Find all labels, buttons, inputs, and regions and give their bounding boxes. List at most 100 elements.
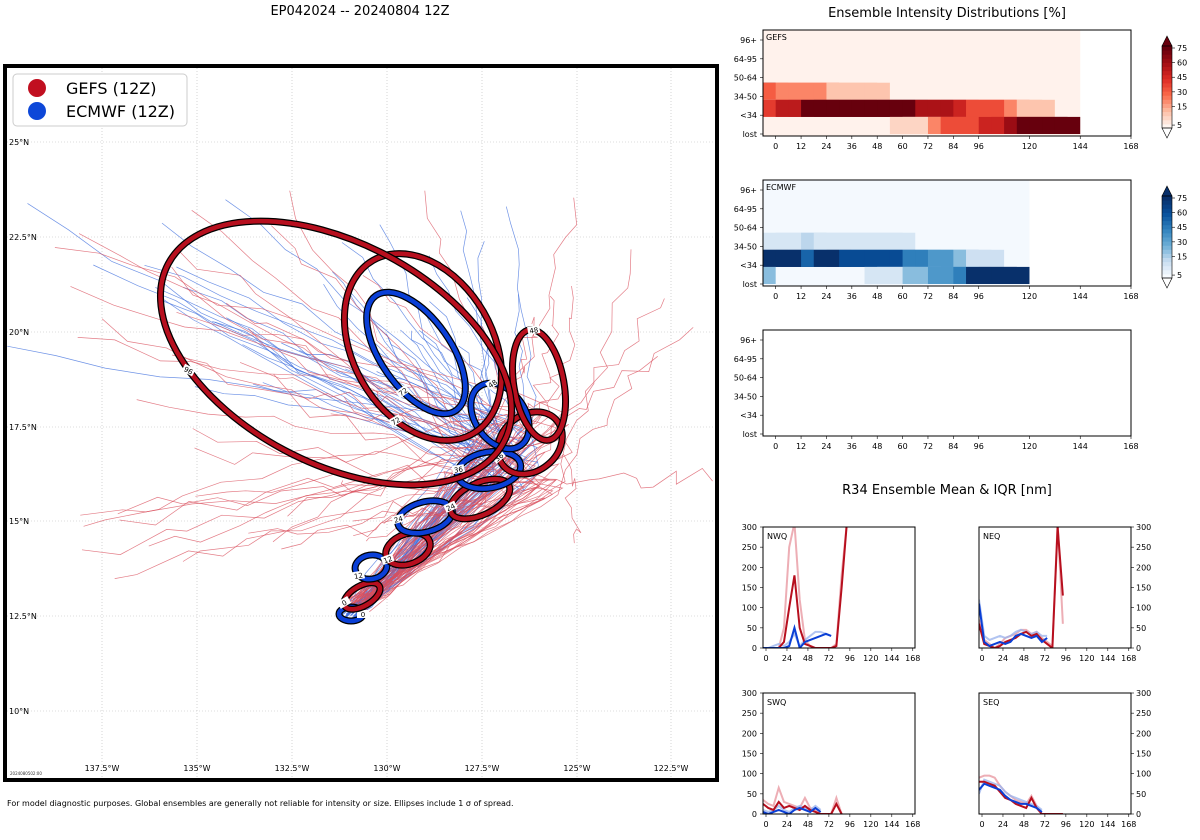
r34-x-tick: 24 [782, 654, 792, 663]
r34-series-ecmwf-mean [979, 603, 1048, 648]
r34-y-tick: 200 [742, 729, 757, 738]
x-tick-label: 120 [1022, 292, 1037, 301]
x-tick-label: 72 [923, 292, 933, 301]
r34-y-tick: 300 [742, 523, 757, 532]
r34-y-tick: 0 [1136, 644, 1141, 653]
svg-text:15: 15 [1177, 102, 1187, 111]
x-tick-label: 96 [974, 442, 984, 451]
row-label: <34 [740, 411, 757, 420]
svg-text:96: 96 [182, 365, 194, 377]
r34-y-tick: 50 [1136, 624, 1146, 633]
heatmap-cell [864, 82, 890, 100]
heatmap-cell [889, 232, 916, 250]
lat-label: 15°N [9, 517, 29, 526]
lon-label: 122.5°W [654, 764, 689, 773]
r34-y-tick: 0 [1136, 810, 1141, 819]
r34-x-tick: 72 [1040, 654, 1050, 663]
r34-x-tick: 120 [863, 820, 878, 829]
ensemble-track [364, 356, 658, 608]
heatmap-label: ECMWF [766, 183, 796, 192]
row-label: 34-50 [734, 92, 757, 101]
r34-series-ecmwf-iqr [979, 599, 1048, 642]
lon-label: 137.5°W [85, 764, 120, 773]
x-tick-label: 84 [948, 292, 958, 301]
ensemble-track [273, 374, 519, 606]
r34-y-tick: 300 [742, 689, 757, 698]
heatmap-cell [1054, 116, 1081, 134]
svg-text:12: 12 [353, 572, 363, 581]
x-tick-label: 36 [847, 292, 857, 301]
r34-series-ecmwf-mean [763, 624, 832, 648]
r34-x-tick: 48 [1019, 820, 1029, 829]
row-label: 34-50 [734, 242, 757, 251]
r34-x-tick: 48 [803, 654, 813, 663]
ensemble-track [345, 368, 520, 620]
row-label: 34-50 [734, 392, 757, 401]
x-tick-label: 144 [1073, 292, 1088, 301]
ensemble-track [346, 490, 487, 605]
gefs-ellipse-12: 12 [380, 529, 434, 569]
x-tick-label: 48 [872, 142, 882, 151]
r34-x-tick: 144 [884, 820, 899, 829]
r34-y-tick: 50 [747, 790, 757, 799]
latitude-labels: 25°N 22.5°N 20°N 17.5°N 15°N 12.5°N 10°N [9, 138, 37, 716]
row-label: 96+ [740, 336, 757, 345]
r34-chart-swq: SWQ 300 250 200 150 100 50 00 24 48 72 96 120 144 168 [742, 689, 921, 829]
svg-text:45: 45 [1177, 73, 1187, 82]
r34-x-tick: 24 [782, 820, 792, 829]
svg-text:72: 72 [390, 416, 402, 427]
gefs-ellipse-96: 96 [156, 217, 516, 489]
gefs-ellipse-72: 72 [340, 250, 506, 444]
longitude-labels: 137.5°W 135°W 132.5°W 130°W 127.5°W 125°W 122.… [85, 764, 689, 773]
r34-y-tick: 150 [1136, 750, 1151, 759]
r34-quadrant-label: NWQ [767, 532, 787, 541]
svg-text:60: 60 [1177, 59, 1187, 68]
lon-label: 127.5°W [465, 764, 500, 773]
map-stamp: 2024080502:00 [10, 771, 42, 776]
r34-series-ecmwf-mean [763, 806, 822, 814]
svg-text:75: 75 [1177, 194, 1187, 203]
r34-x-tick: 144 [1100, 654, 1115, 663]
r34-series-gefs-iqr [763, 784, 843, 814]
svg-text:36: 36 [453, 465, 464, 475]
row-label: 50-64 [734, 374, 757, 383]
r34-x-tick: 120 [1079, 820, 1094, 829]
row-label: 96+ [740, 36, 757, 45]
ensemble-track [70, 286, 532, 606]
x-tick-label: 96 [974, 142, 984, 151]
x-tick-label: 120 [1022, 442, 1037, 451]
legend-box [12, 73, 188, 127]
row-label: lost [743, 430, 757, 439]
r34-x-tick: 48 [1019, 654, 1029, 663]
r34-y-tick: 100 [742, 604, 757, 613]
svg-text:30: 30 [1177, 88, 1187, 97]
row-label: 64-95 [734, 205, 757, 214]
x-tick-label: 36 [847, 442, 857, 451]
svg-text:45: 45 [1177, 223, 1187, 232]
r34-y-tick: 150 [742, 750, 757, 759]
lat-label: 20°N [9, 328, 29, 337]
r34-x-tick: 0 [763, 654, 768, 663]
ensemble-track [354, 467, 713, 608]
svg-text:60: 60 [1177, 209, 1187, 218]
map-frame [3, 64, 719, 782]
r34-y-tick: 150 [1136, 584, 1151, 593]
r34-y-tick: 0 [752, 810, 757, 819]
r34-x-tick: 120 [1079, 654, 1094, 663]
r34-y-tick: 50 [747, 624, 757, 633]
row-label: 96+ [740, 186, 757, 195]
lon-label: 125°W [563, 764, 590, 773]
row-label: 50-64 [734, 74, 757, 83]
r34-series-ecmwf-mean [979, 782, 1043, 813]
svg-text:5: 5 [1177, 271, 1182, 280]
r34-x-tick: 144 [884, 654, 899, 663]
heatmap-label: GEFS [766, 33, 787, 42]
x-tick-label: 168 [1123, 142, 1138, 151]
colorbar-1: 75 60 45 30 15 5 [1161, 35, 1187, 139]
svg-text:0: 0 [361, 611, 365, 619]
r34-y-tick: 300 [1136, 689, 1151, 698]
heatmap-frame [762, 179, 1132, 287]
